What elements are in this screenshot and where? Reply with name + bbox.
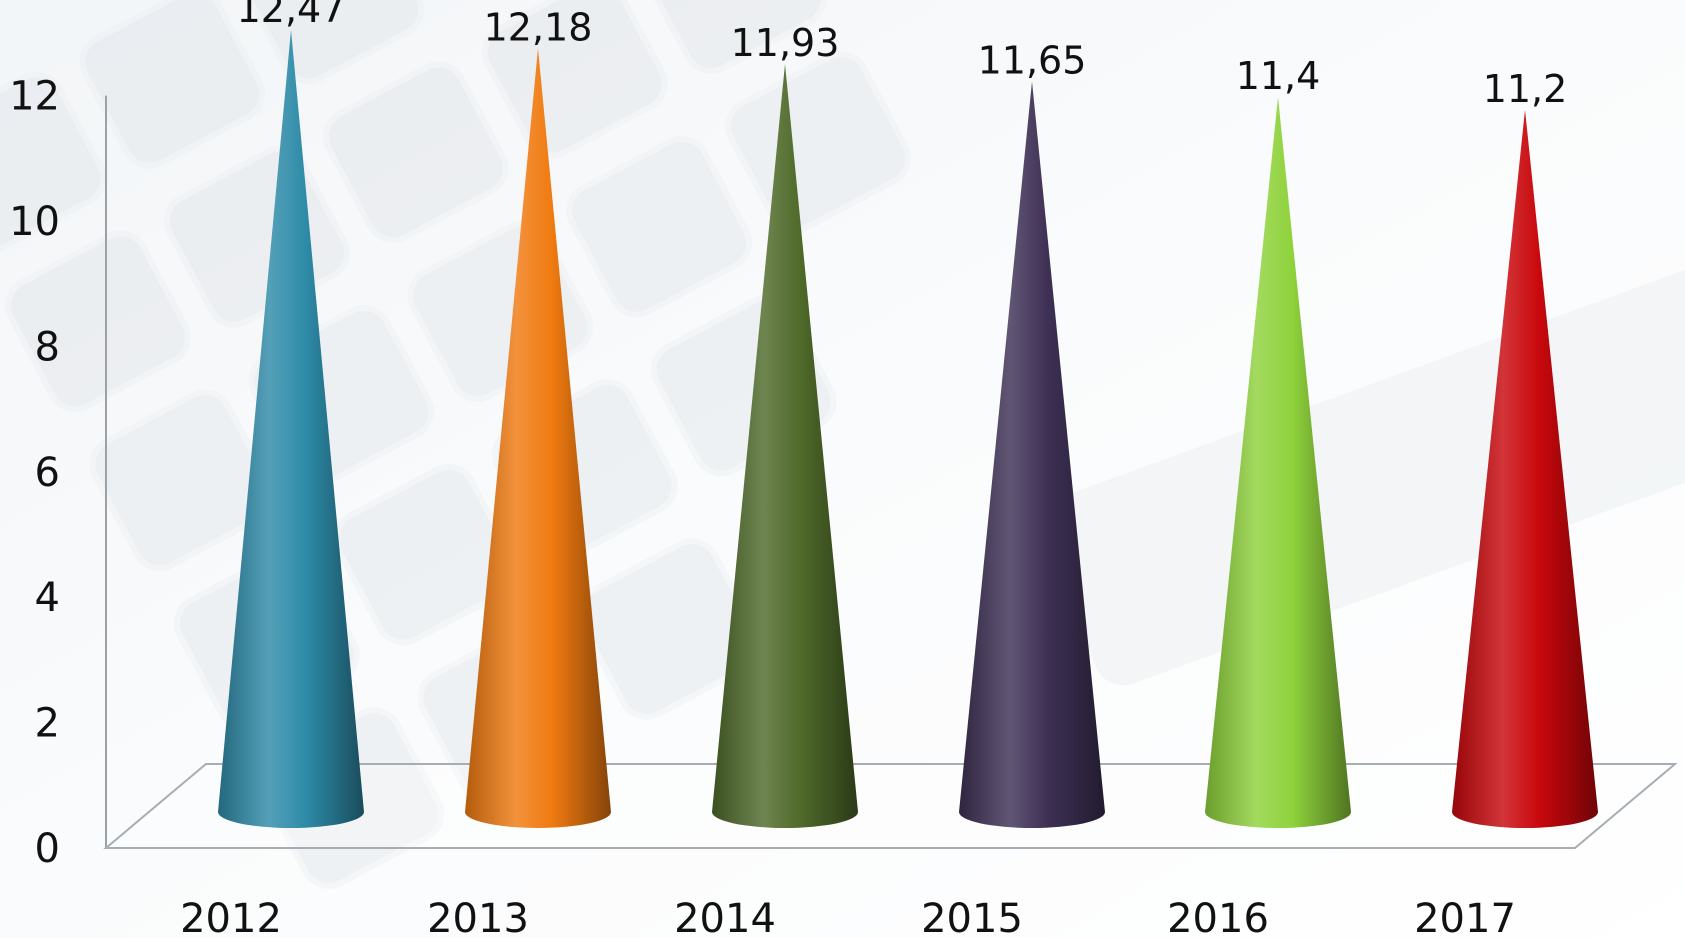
cone-body <box>465 48 611 828</box>
cone-body <box>1452 109 1598 828</box>
cone-series: 12,47 12,18 11,93 11,65 11,4 11,2 <box>218 0 1598 829</box>
y-tick-label: 6 <box>35 450 60 496</box>
cone-body <box>712 63 858 828</box>
x-tick-label: 2014 <box>674 896 776 938</box>
data-label: 11,93 <box>731 21 840 65</box>
y-tick-label: 4 <box>35 575 60 621</box>
data-label: 12,47 <box>237 0 346 31</box>
cone-mark-2013: 12,18 <box>465 5 611 828</box>
x-tick-label: 2012 <box>180 896 282 938</box>
cone-mark-2016: 11,4 <box>1205 54 1351 829</box>
cone-body <box>959 81 1105 829</box>
cone-mark-2017: 11,2 <box>1452 67 1598 828</box>
x-tick-label: 2013 <box>427 896 529 938</box>
y-tick-label: 8 <box>35 324 60 370</box>
y-tick-label: 12 <box>9 74 60 120</box>
y-tick-label: 0 <box>35 826 60 872</box>
data-label: 11,2 <box>1483 67 1568 111</box>
x-axis-labels: 2012 2013 2014 2015 2016 2017 <box>180 896 1516 938</box>
x-tick-label: 2015 <box>921 896 1023 938</box>
x-tick-label: 2016 <box>1167 896 1269 938</box>
cone-mark-2014: 11,93 <box>712 21 858 828</box>
x-tick-label: 2017 <box>1414 896 1516 938</box>
data-label: 12,18 <box>484 5 593 49</box>
cone-mark-2012: 12,47 <box>218 0 364 829</box>
cone-body <box>218 30 364 829</box>
data-label: 11,65 <box>978 39 1087 83</box>
data-label: 11,4 <box>1236 54 1321 98</box>
y-tick-label: 10 <box>9 199 60 245</box>
cone-mark-2015: 11,65 <box>959 39 1105 829</box>
y-axis-ticks: 0 2 4 6 8 10 12 <box>9 74 60 872</box>
cone-body <box>1205 97 1351 829</box>
y-tick-label: 2 <box>35 701 60 747</box>
